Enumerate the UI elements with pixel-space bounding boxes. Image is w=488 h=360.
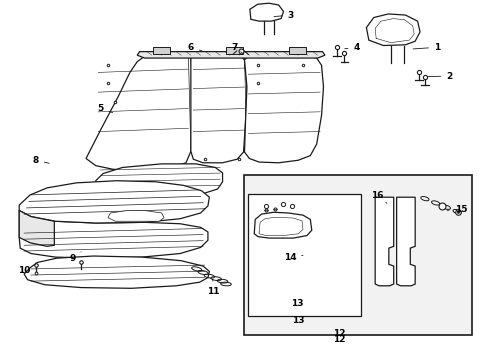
Bar <box>153 46 169 54</box>
Polygon shape <box>374 197 393 286</box>
Polygon shape <box>244 54 323 163</box>
Bar <box>289 46 306 54</box>
Polygon shape <box>19 181 209 223</box>
Polygon shape <box>86 54 193 171</box>
Polygon shape <box>19 211 207 258</box>
Text: 6: 6 <box>187 43 202 52</box>
Text: 12: 12 <box>333 329 345 338</box>
Polygon shape <box>249 3 283 21</box>
Bar <box>243 175 471 335</box>
Bar <box>225 46 243 54</box>
Text: 10: 10 <box>18 263 36 275</box>
Polygon shape <box>24 256 209 288</box>
Polygon shape <box>19 211 54 246</box>
Text: 1: 1 <box>412 43 439 52</box>
Text: 16: 16 <box>370 190 386 203</box>
Text: 13: 13 <box>291 316 304 325</box>
Text: 9: 9 <box>69 252 81 264</box>
Polygon shape <box>108 211 163 221</box>
Text: 13: 13 <box>290 299 303 308</box>
Polygon shape <box>190 54 246 163</box>
Text: 4: 4 <box>344 43 359 52</box>
Polygon shape <box>366 14 419 45</box>
Text: 3: 3 <box>273 10 293 19</box>
Text: 2: 2 <box>427 72 451 81</box>
Bar <box>248 194 360 316</box>
Text: 12: 12 <box>333 335 345 344</box>
Polygon shape <box>137 51 325 58</box>
Polygon shape <box>254 212 311 238</box>
Text: 8: 8 <box>33 156 49 165</box>
Polygon shape <box>96 164 222 196</box>
Text: 5: 5 <box>97 104 112 113</box>
Text: 11: 11 <box>206 280 219 296</box>
Polygon shape <box>396 197 414 286</box>
Text: 15: 15 <box>447 205 467 214</box>
Text: 14: 14 <box>283 253 303 262</box>
Text: 7: 7 <box>231 43 242 53</box>
